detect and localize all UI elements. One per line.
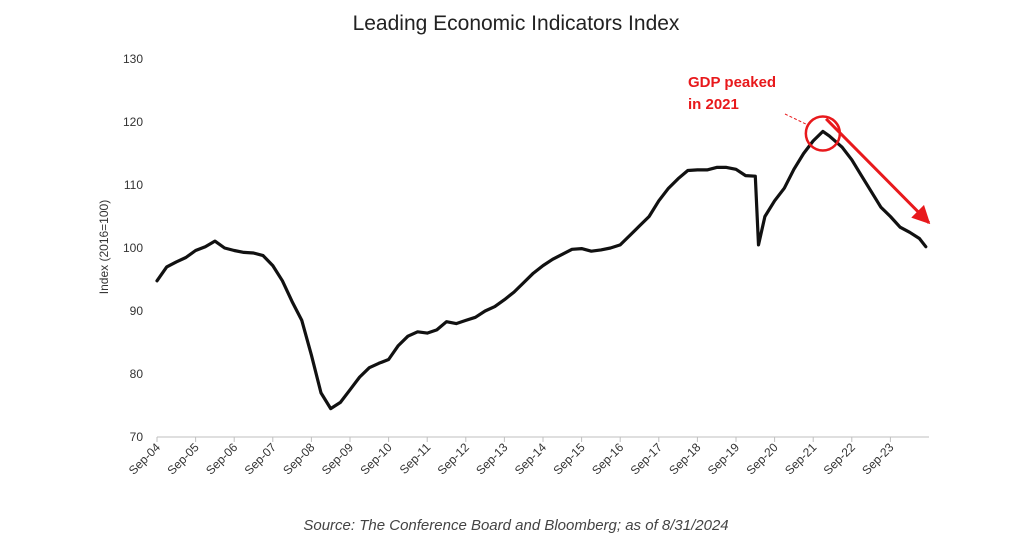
x-tick-label: Sep-11 [397, 440, 434, 477]
annotation-text-line-2: in 2021 [688, 96, 739, 113]
x-tick-label: Sep-20 [743, 440, 780, 477]
annotation-text-line-1: GDP peaked [688, 74, 776, 91]
x-tick-label: Sep-14 [512, 440, 549, 477]
y-axis-label: Index (2016=100) [97, 200, 111, 294]
y-tick-label: 110 [124, 178, 143, 192]
y-axis-ticks: 70 80 90 100 110 120 130 [123, 52, 143, 444]
x-tick-label: Sep-08 [280, 440, 317, 477]
x-tick-label: Sep-09 [319, 440, 356, 477]
source-note: Source: The Conference Board and Bloombe… [303, 517, 728, 534]
x-tick-label: Sep-17 [628, 440, 665, 477]
series-line [155, 129, 928, 411]
x-tick-label: Sep-16 [589, 440, 626, 477]
x-axis-ticks: Sep-04 Sep-05 Sep-06 Sep-07 Sep-08 Sep-09 Sep-… [126, 437, 897, 477]
x-tick-label: Sep-22 [821, 440, 858, 477]
y-tick-label: 70 [130, 430, 144, 444]
x-tick-label: Sep-05 [164, 440, 201, 477]
x-tick-label: Sep-18 [666, 440, 703, 477]
y-tick-label: 80 [130, 367, 144, 381]
downtrend-arrow [825, 117, 931, 225]
annotation-leader-line [784, 113, 810, 126]
x-tick-label: Sep-19 [705, 440, 742, 477]
y-tick-label: 90 [130, 304, 144, 318]
x-tick-label: Sep-06 [203, 440, 240, 477]
x-tick-label: Sep-12 [435, 440, 472, 477]
chart-title: Leading Economic Indicators Index [353, 12, 680, 35]
x-tick-label: Sep-10 [357, 440, 394, 477]
x-tick-label: Sep-23 [859, 440, 896, 477]
x-tick-label: Sep-21 [782, 440, 819, 477]
y-tick-label: 130 [123, 52, 143, 66]
x-tick-label: Sep-04 [126, 440, 163, 477]
y-tick-label: 100 [123, 241, 143, 255]
y-tick-label: 120 [123, 115, 143, 129]
x-tick-label: Sep-07 [242, 440, 279, 477]
x-tick-label: Sep-13 [473, 440, 510, 477]
x-tick-label: Sep-15 [550, 440, 587, 477]
